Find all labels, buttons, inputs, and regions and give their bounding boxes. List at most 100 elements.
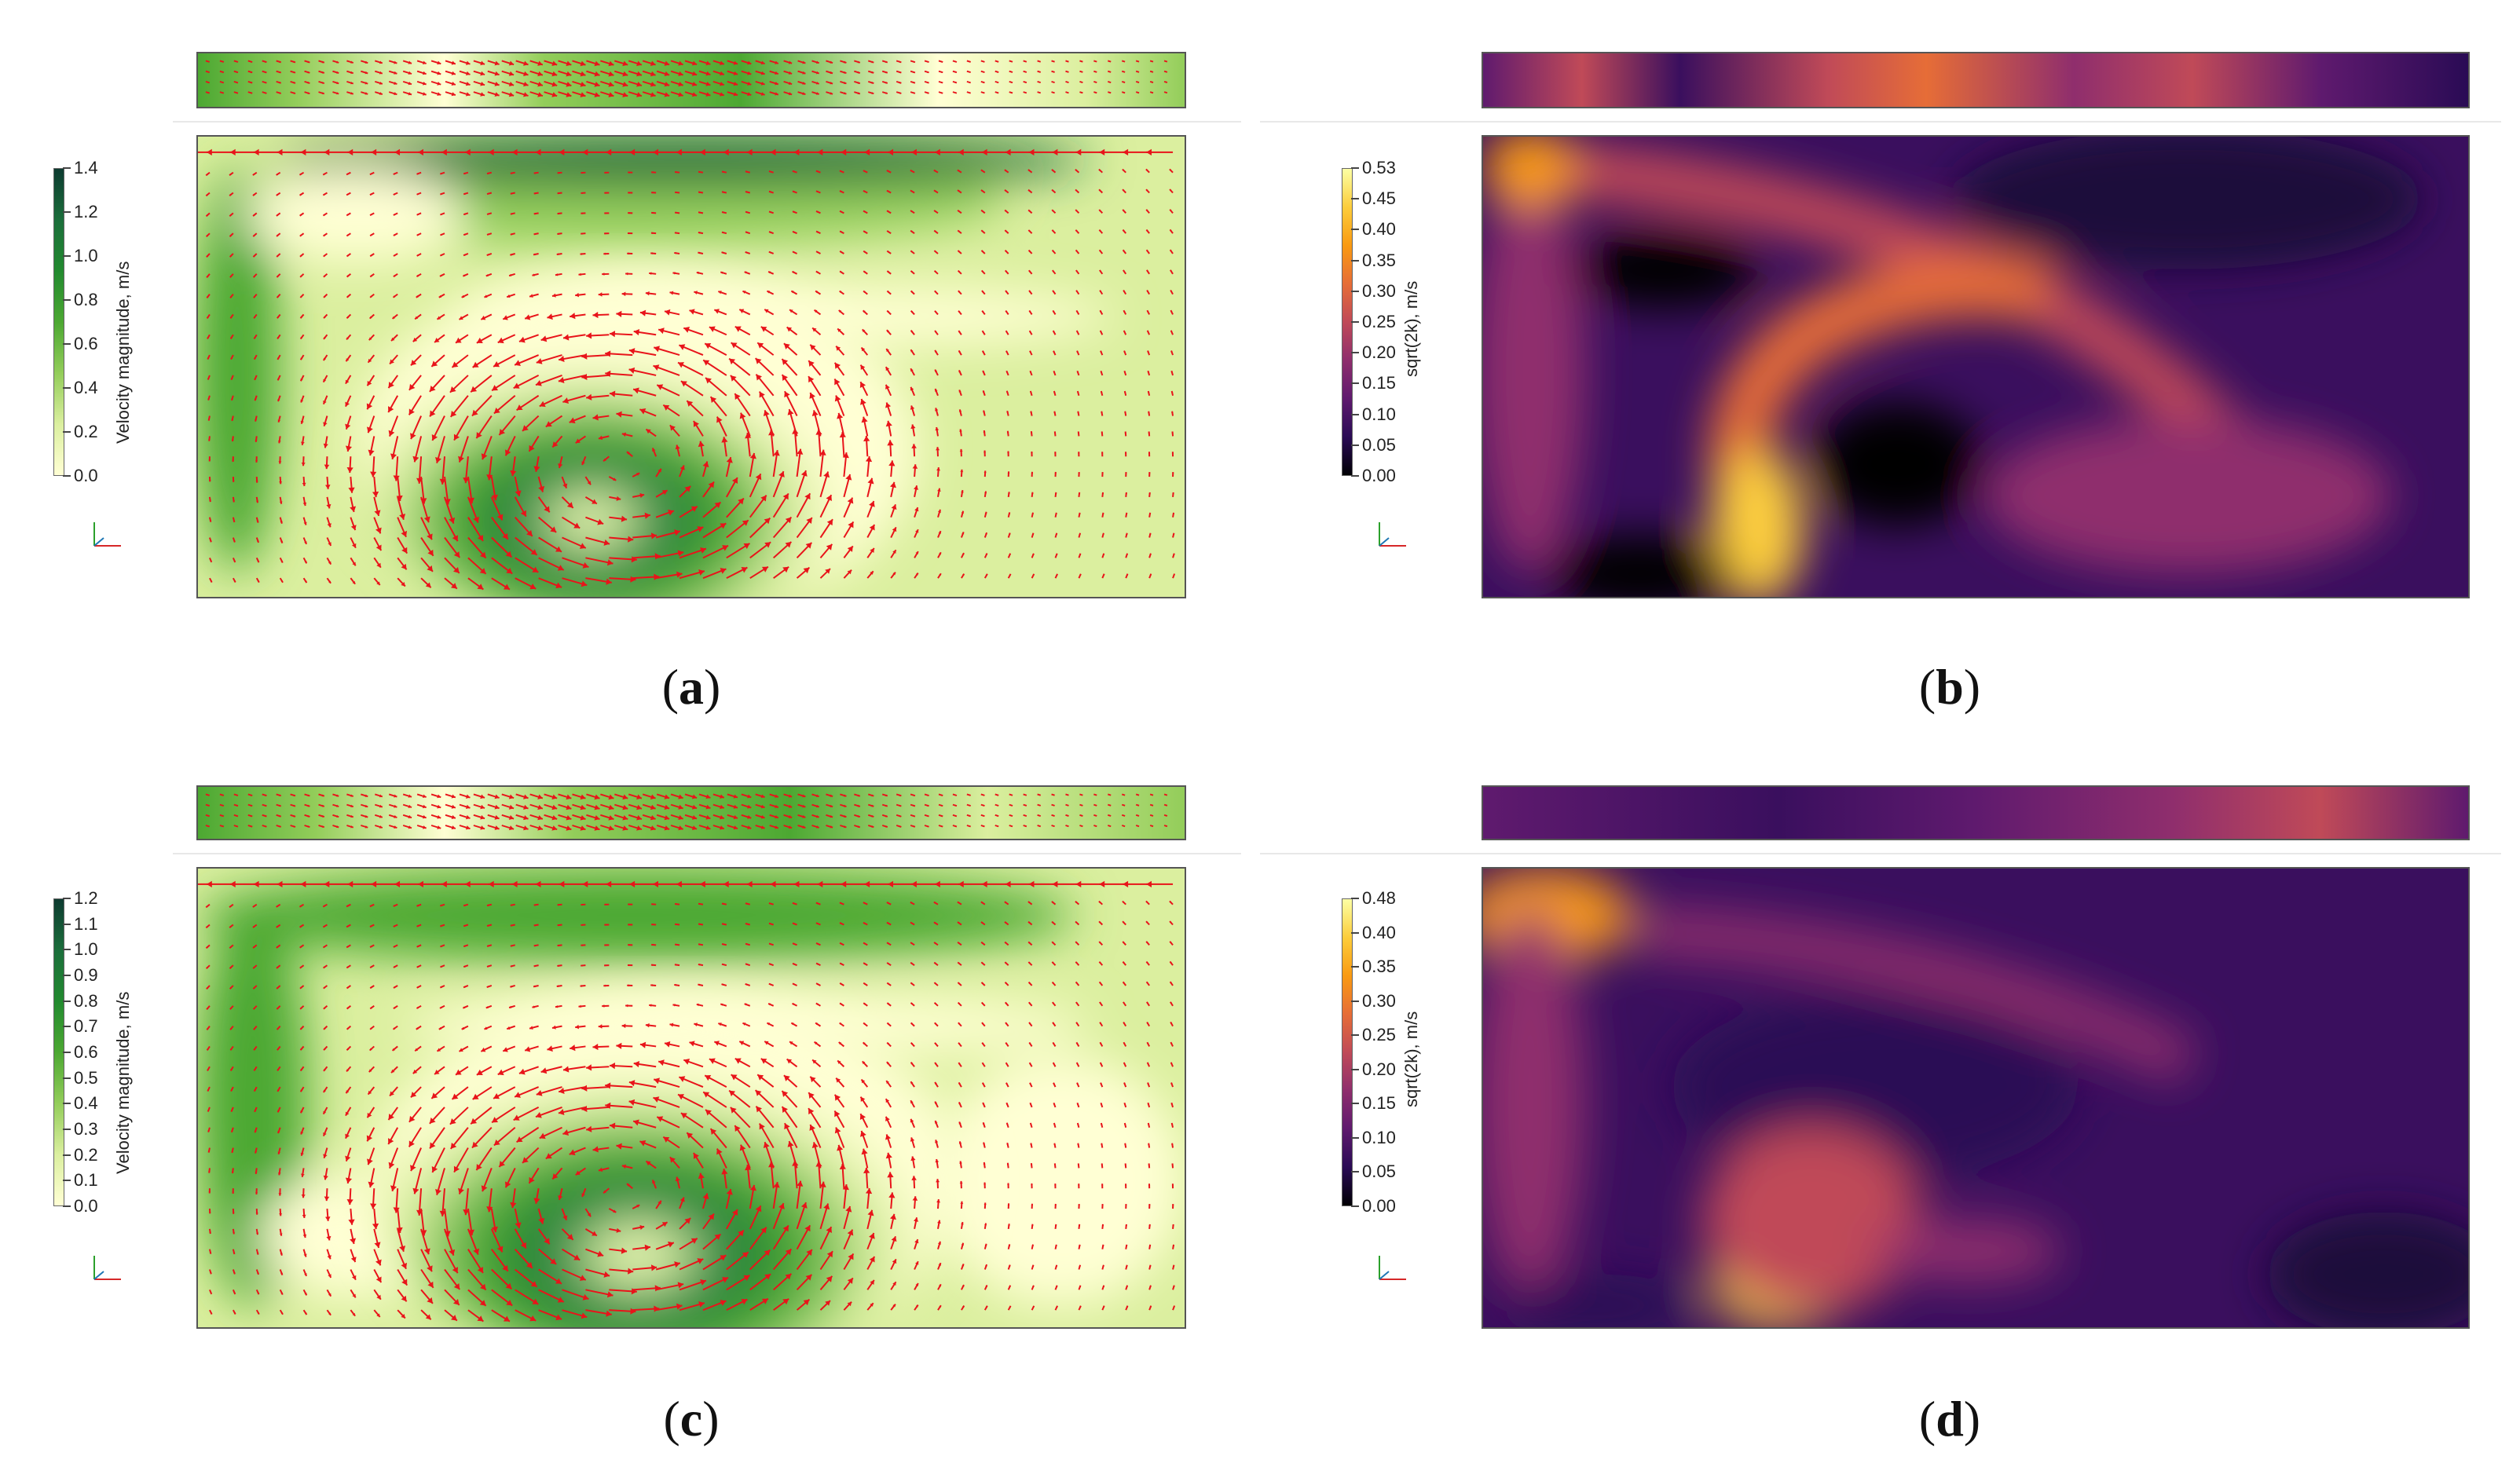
velocity-vector-head	[494, 81, 500, 86]
velocity-vector-head	[636, 804, 642, 810]
velocity-vector-head	[416, 1006, 419, 1009]
velocity-vector-head	[678, 814, 683, 821]
velocity-vector-head	[222, 804, 224, 807]
velocity-vector-head	[608, 71, 614, 77]
velocity-vector-head	[463, 254, 466, 256]
velocity-vector-head	[1055, 532, 1057, 536]
velocity-vector-head	[323, 214, 325, 216]
velocity-vector-head	[1075, 901, 1078, 904]
velocity-vector-head	[265, 81, 267, 84]
velocity-vector-head	[983, 1122, 985, 1125]
velocity-vector-head	[1075, 961, 1078, 964]
velocity-vector-head	[346, 986, 349, 989]
velocity-vector-head	[768, 231, 771, 233]
velocity-vector-head	[616, 310, 622, 317]
velocity-vector-head	[650, 232, 654, 235]
velocity-vector-head	[888, 880, 894, 887]
velocity-vector-head	[256, 1252, 259, 1255]
velocity-vector-head	[537, 804, 543, 810]
velocity-vector-head	[675, 444, 680, 450]
velocity-vector-head	[465, 60, 471, 65]
velocity-vector-head	[367, 1158, 373, 1165]
velocity-vector-head	[463, 924, 466, 927]
velocity-vector-head	[1101, 1224, 1104, 1227]
velocity-vector-head	[726, 457, 733, 463]
velocity-vector-head	[809, 393, 815, 399]
velocity-vector-head	[650, 60, 656, 66]
velocity-vector-head	[755, 474, 762, 481]
velocity-vector-head	[840, 982, 842, 986]
velocity-vector-head	[1152, 794, 1153, 796]
velocity-vector-head	[371, 880, 377, 887]
velocity-vector-head	[910, 330, 914, 333]
velocity-vector-head	[616, 496, 621, 501]
velocity-vector-head	[885, 804, 888, 807]
velocity-vector-head	[1124, 411, 1126, 413]
velocity-vector-head	[863, 902, 866, 905]
velocity-vector-head	[1101, 512, 1104, 515]
velocity-vector-head	[1054, 1183, 1057, 1186]
velocity-vector-head	[233, 540, 236, 543]
velocity-vector-head	[558, 1195, 563, 1200]
velocity-vector-head	[222, 92, 224, 94]
velocity-vector-head	[476, 432, 482, 439]
velocity-vector-head	[299, 925, 302, 927]
velocity-vector-head	[834, 1094, 841, 1101]
velocity-vector-head	[300, 1048, 302, 1051]
velocity-vector-head	[1006, 1162, 1009, 1165]
velocity-vector-head	[808, 1092, 815, 1099]
velocity-vector-head	[1149, 573, 1152, 576]
velocity-vector-head	[1029, 310, 1031, 313]
velocity-vector-head	[408, 71, 412, 75]
velocity-vector-head	[1166, 814, 1167, 817]
velocity-vector-head	[594, 814, 600, 821]
velocity-vector-head	[346, 1007, 350, 1009]
velocity-vector-head	[768, 983, 771, 986]
velocity-vector-head	[756, 1106, 763, 1113]
velocity-vector-head	[393, 213, 396, 216]
strip-velocity-field	[198, 787, 1185, 839]
velocity-vector-head	[544, 1238, 550, 1245]
velocity-vector-head	[520, 1242, 526, 1249]
velocity-vector-head	[533, 192, 536, 195]
velocity-vector-head	[510, 985, 512, 988]
velocity-vector-head	[451, 814, 456, 819]
tke-contour-b	[1483, 137, 2468, 597]
velocity-vector-head	[336, 71, 339, 74]
velocity-vector-head	[369, 173, 372, 175]
velocity-vector-head	[255, 1212, 258, 1215]
velocity-vector-head	[509, 273, 512, 276]
velocity-vector-head	[844, 804, 847, 807]
velocity-vector-head	[233, 499, 235, 503]
colorbar-title: Velocity magnitude, m/s	[113, 261, 133, 444]
velocity-vector-head	[786, 1059, 793, 1064]
velocity-vector-head	[232, 459, 235, 462]
velocity-vector-head	[346, 1048, 350, 1051]
velocity-vector-head	[301, 463, 306, 466]
velocity-vector-head	[253, 946, 255, 949]
velocity-vector-head	[787, 409, 794, 415]
velocity-vector-head	[551, 92, 558, 97]
velocity-vector-head	[510, 213, 513, 215]
velocity-vector-head	[628, 903, 630, 905]
velocity-vector-head	[471, 1118, 478, 1125]
velocity-vector-head	[622, 794, 628, 800]
velocity-vector-head	[1056, 573, 1058, 576]
velocity-vector-head	[742, 1023, 746, 1026]
velocity-vector-head	[1053, 81, 1055, 83]
velocity-vector-head	[587, 481, 591, 485]
velocity-vector-head	[551, 1025, 556, 1030]
velocity-vector-head	[301, 1173, 305, 1177]
velocity-vector-head	[250, 825, 253, 828]
velocity-vector-head	[657, 1116, 664, 1122]
velocity-vector-head	[678, 81, 683, 87]
velocity-vector-head	[507, 1026, 511, 1030]
velocity-vector-head	[826, 1227, 832, 1234]
velocity-vector-head	[817, 880, 823, 887]
velocity-vector-head	[839, 902, 842, 905]
velocity-vector-head	[847, 497, 854, 504]
colorbar-tick-label: 0.20	[1351, 342, 1396, 363]
velocity-vector-head	[350, 81, 353, 85]
velocity-vector-head	[674, 964, 677, 966]
velocity-vector-head	[1079, 512, 1081, 515]
